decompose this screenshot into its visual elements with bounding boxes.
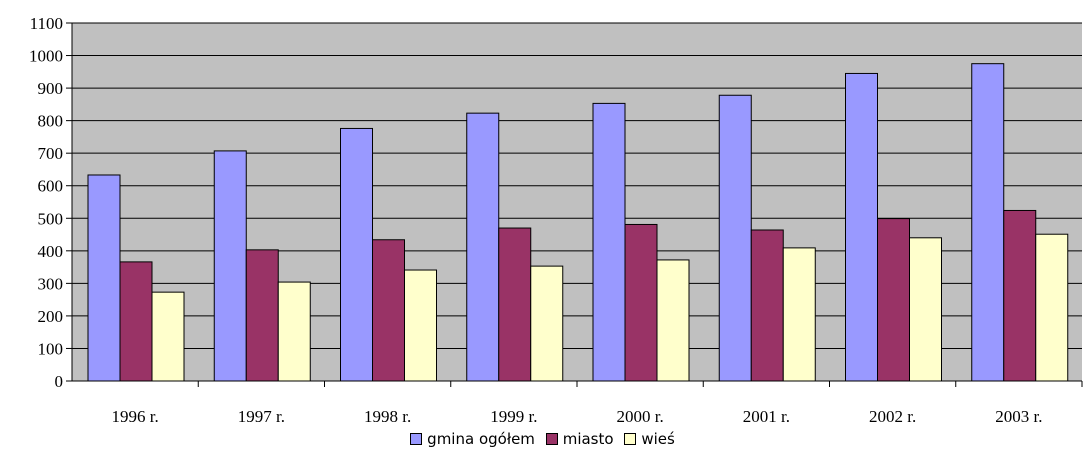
bar-chart: 0 100 200 300 400 500 600 700 800 900 1000 1100 199… <box>29 14 1083 426</box>
bar-wies <box>656 259 690 382</box>
x-tick-label: 1997 r. <box>238 407 285 426</box>
legend-item-gmina: gmina ogółem <box>410 430 535 448</box>
bar-miasto <box>245 249 279 382</box>
bar-miasto <box>877 218 910 382</box>
bar-wies <box>782 247 816 382</box>
bar-gmina <box>87 174 121 382</box>
y-tick-label: 1100 <box>30 14 63 33</box>
bar-gmina <box>718 94 752 382</box>
y-tick-label: 300 <box>38 274 64 293</box>
x-tick-label: 2002 r. <box>869 407 916 426</box>
bar-gmina <box>845 72 878 382</box>
x-tick-label: 2003 r. <box>995 407 1042 426</box>
legend: gmina ogółem miasto wieś <box>0 430 1085 449</box>
y-tick-label: 600 <box>38 177 64 196</box>
x-tick-label: 1998 r. <box>364 407 411 426</box>
bar-wies <box>404 269 437 382</box>
legend-swatch-miasto <box>545 433 558 445</box>
x-tick-labels: 1996 r. 1997 r. 1998 r. 1999 r. 2000 r. 2001 … <box>112 407 1043 426</box>
y-tick-label: 700 <box>38 144 64 163</box>
axes <box>66 22 1083 387</box>
bar-wies <box>530 265 564 382</box>
bar-gmina <box>213 150 247 382</box>
bar-wies <box>151 291 185 382</box>
bars <box>87 63 1069 382</box>
legend-item-wies: wieś <box>624 430 675 448</box>
bar-gmina <box>466 112 500 382</box>
bar-wies <box>277 281 311 382</box>
bar-miasto <box>624 223 658 382</box>
y-tick-label: 500 <box>38 209 64 228</box>
bar-miasto <box>750 229 784 382</box>
x-tick-label: 1999 r. <box>490 407 537 426</box>
y-tick-label: 0 <box>55 372 64 391</box>
legend-swatch-wies <box>624 433 637 445</box>
y-tick-label: 800 <box>38 112 64 131</box>
bar-wies <box>909 237 942 382</box>
legend-label-wies: wieś <box>641 430 675 448</box>
bar-gmina <box>971 63 1005 382</box>
bar-gmina <box>340 127 373 382</box>
x-tick-label: 2001 r. <box>743 407 790 426</box>
bar-gmina <box>592 102 626 382</box>
bar-miasto <box>498 227 532 382</box>
y-tick-label: 900 <box>38 79 64 98</box>
legend-label-miasto: miasto <box>562 430 614 448</box>
bar-miasto <box>1003 209 1037 382</box>
x-tick-label: 1996 r. <box>112 407 159 426</box>
x-tick-label: 2000 r. <box>617 407 664 426</box>
bar-wies <box>1035 233 1069 382</box>
y-tick-labels: 0 100 200 300 400 500 600 700 800 900 1000 1100 <box>29 14 63 391</box>
legend-item-miasto: miasto <box>545 430 614 448</box>
bar-miasto <box>119 261 153 382</box>
y-tick-label: 200 <box>38 307 64 326</box>
legend-label-gmina: gmina ogółem <box>427 430 535 448</box>
y-tick-label: 400 <box>38 242 64 261</box>
bar-miasto <box>372 239 405 382</box>
y-tick-label: 1000 <box>29 47 63 66</box>
y-tick-label: 100 <box>38 339 64 358</box>
legend-swatch-gmina <box>410 433 423 445</box>
